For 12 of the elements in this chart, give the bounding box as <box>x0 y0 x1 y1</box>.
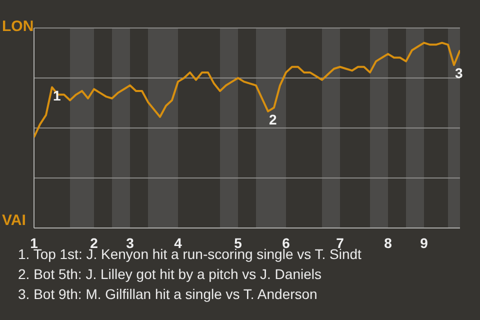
text: 2. Bot 5th: J. Lilley got hit by a pitch vs J. Daniels <box>18 265 322 284</box>
annotation: 3 <box>455 65 463 82</box>
x-tick-label: 5 <box>234 235 242 251</box>
x-tick-label: 6 <box>282 235 290 251</box>
x-tick-label: 9 <box>420 235 428 251</box>
text: VAI <box>2 212 26 229</box>
annotation: 2 <box>269 111 277 128</box>
x-tick-label: 4 <box>174 235 182 251</box>
text: 3. Bot 9th: M. Gilfillan hit a single vs T. Anderson <box>18 285 318 304</box>
x-tick-label: 3 <box>126 235 134 251</box>
x-tick-label: 8 <box>384 235 392 251</box>
text: LON <box>2 18 34 35</box>
